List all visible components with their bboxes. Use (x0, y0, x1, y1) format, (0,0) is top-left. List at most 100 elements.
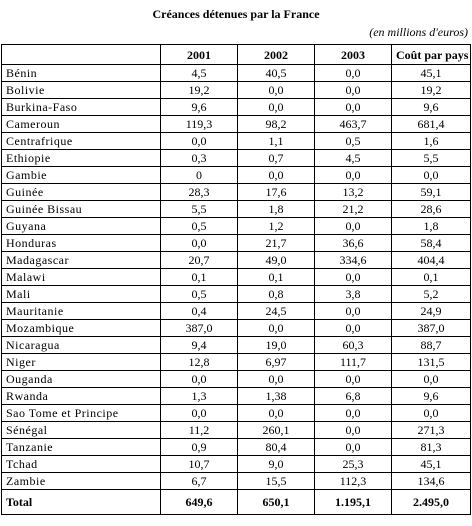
value-cell: 20,7 (160, 251, 238, 269)
value-cell: 98,2 (237, 115, 315, 133)
header-row: 2001 2002 2003 Coût par pays (1, 44, 471, 65)
total-cell: 2.495,0 (391, 489, 471, 515)
country-cell: Madagascar (1, 251, 161, 269)
table-row: Centrafrique 0,0 1,1 0,5 1,6 (1, 132, 471, 150)
value-cell: 0,0 (314, 268, 392, 286)
country-cell: Burkina-Faso (1, 98, 161, 116)
value-cell: 4,5 (160, 64, 238, 82)
country-cell: Guinée Bissau (1, 200, 161, 218)
country-cell: Rwanda (1, 387, 161, 405)
table-row: Bolivie 19,2 0,0 0,0 19,2 (1, 81, 471, 99)
value-cell: 0,5 (160, 285, 238, 303)
value-cell: 0,0 (314, 166, 392, 184)
value-cell: 1,2 (237, 217, 315, 235)
value-cell: 21,2 (314, 200, 392, 218)
value-cell: 0,0 (160, 404, 238, 422)
value-cell: 681,4 (391, 115, 471, 133)
value-cell: 28,3 (160, 183, 238, 201)
value-cell: 88,7 (391, 336, 471, 354)
value-cell: 0,4 (160, 302, 238, 320)
header-cell: 2002 (237, 44, 315, 65)
value-cell: 24,9 (391, 302, 471, 320)
total-cell: 1.195,1 (314, 489, 392, 515)
value-cell: 13,2 (314, 183, 392, 201)
value-cell: 0,0 (314, 81, 392, 99)
value-cell: 19,2 (160, 81, 238, 99)
value-cell: 0,0 (314, 217, 392, 235)
value-cell: 3,8 (314, 285, 392, 303)
value-cell: 36,6 (314, 234, 392, 252)
country-cell: Bénin (1, 64, 161, 82)
country-cell: Zambie (1, 472, 161, 490)
country-cell: Guyana (1, 217, 161, 235)
value-cell: 19,0 (237, 336, 315, 354)
value-cell: 81,3 (391, 438, 471, 456)
title: Créances détenues par la France (152, 7, 320, 21)
value-cell: 24,5 (237, 302, 315, 320)
table-row: Niger 12,8 6,97 111,7 131,5 (1, 353, 471, 371)
value-cell: 28,6 (391, 200, 471, 218)
country-cell: Tchad (1, 455, 161, 473)
header-cell (1, 44, 161, 65)
value-cell: 0,5 (314, 132, 392, 150)
table-row: Mozambique 387,0 0,0 0,0 387,0 (1, 319, 471, 337)
country-cell: Tanzanie (1, 438, 161, 456)
value-cell: 0,0 (314, 438, 392, 456)
value-cell: 0,1 (391, 268, 471, 286)
table-row: Guinée Bissau 5,5 1,8 21,2 28,6 (1, 200, 471, 218)
value-cell: 0,0 (314, 98, 392, 116)
table-row: Malawi 0,1 0,1 0,0 0,1 (1, 268, 471, 286)
total-cell: 649,6 (160, 489, 238, 515)
value-cell: 0,0 (237, 166, 315, 184)
value-cell: 0,0 (237, 98, 315, 116)
value-cell: 49,0 (237, 251, 315, 269)
subtitle: (en millions d'euros) (369, 25, 468, 39)
value-cell: 387,0 (160, 319, 238, 337)
country-cell: Ouganda (1, 370, 161, 388)
value-cell: 131,5 (391, 353, 471, 371)
country-cell: Ethiopie (1, 149, 161, 167)
value-cell: 0,0 (314, 421, 392, 439)
table-row: Guinée 28,3 17,6 13,2 59,1 (1, 183, 471, 201)
country-cell: Cameroun (1, 115, 161, 133)
country-cell: Mauritanie (1, 302, 161, 320)
value-cell: 9,6 (391, 98, 471, 116)
value-cell: 4,5 (314, 149, 392, 167)
value-cell: 80,4 (237, 438, 315, 456)
value-cell: 5,5 (391, 149, 471, 167)
value-cell: 0,8 (237, 285, 315, 303)
table-row: Zambie 6,7 15,5 112,3 134,6 (1, 472, 471, 490)
value-cell: 5,2 (391, 285, 471, 303)
value-cell: 15,5 (237, 472, 315, 490)
value-cell: 1,8 (391, 217, 471, 235)
debt-table: 2001 2002 2003 Coût par pays Bénin 4,5 40,5 0,… (1, 44, 471, 515)
value-cell: 0,0 (160, 234, 238, 252)
value-cell: 0,1 (160, 268, 238, 286)
table-row: Honduras 0,0 21,7 36,6 58,4 (1, 234, 471, 252)
value-cell: 0,0 (237, 404, 315, 422)
table-row: Rwanda 1,3 1,38 6,8 9,6 (1, 387, 471, 405)
country-cell: Mali (1, 285, 161, 303)
value-cell: 5,5 (160, 200, 238, 218)
table-row: Mauritanie 0,4 24,5 0,0 24,9 (1, 302, 471, 320)
value-cell: 111,7 (314, 353, 392, 371)
table-row: Ouganda 0,0 0,0 0,0 0,0 (1, 370, 471, 388)
value-cell: 6,7 (160, 472, 238, 490)
value-cell: 0,0 (314, 404, 392, 422)
header-cell: 2003 (314, 44, 392, 65)
value-cell: 0,0 (314, 302, 392, 320)
value-cell: 260,1 (237, 421, 315, 439)
value-cell: 25,3 (314, 455, 392, 473)
value-cell: 9,6 (160, 98, 238, 116)
total-label: Total (1, 489, 161, 515)
value-cell: 271,3 (391, 421, 471, 439)
value-cell: 6,8 (314, 387, 392, 405)
value-cell: 0,0 (237, 370, 315, 388)
value-cell: 1,38 (237, 387, 315, 405)
value-cell: 0,0 (160, 132, 238, 150)
country-cell: Guinée (1, 183, 161, 201)
value-cell: 119,3 (160, 115, 238, 133)
value-cell: 9,6 (391, 387, 471, 405)
value-cell: 58,4 (391, 234, 471, 252)
